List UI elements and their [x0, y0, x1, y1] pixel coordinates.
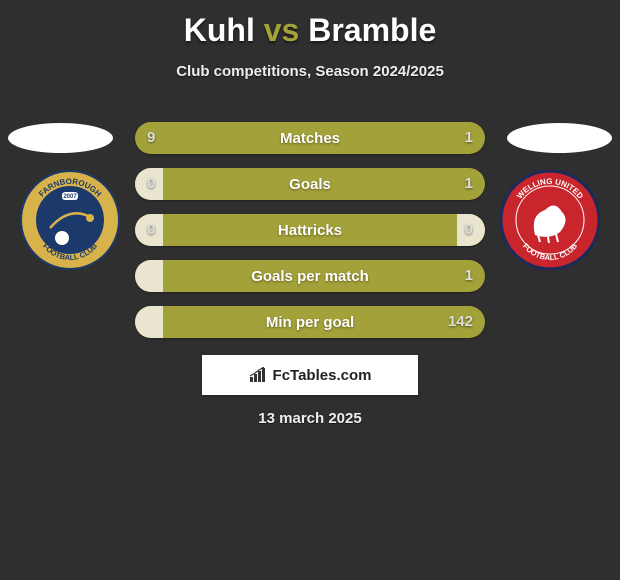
stat-value-left: 9: [147, 122, 155, 154]
welling-crest-icon: WELLING UNITED FOOTBALL CLUB: [500, 170, 600, 270]
vs-label: vs: [264, 12, 300, 48]
player1-club-crest: 2007 FARNBOROUGH FOOTBALL CLUB: [20, 170, 120, 270]
stat-fill-left: [135, 260, 163, 292]
logo-text: FcTables.com: [273, 367, 372, 384]
player1-name: Kuhl: [184, 12, 255, 48]
farnborough-crest-icon: 2007 FARNBOROUGH FOOTBALL CLUB: [20, 170, 120, 270]
stat-value-right: 1: [465, 168, 473, 200]
stat-row-min-per-goal: 142 Min per goal: [135, 306, 485, 338]
stat-label: Matches: [280, 130, 340, 147]
stat-value-right: 142: [448, 306, 473, 338]
stat-row-goals: 0 1 Goals: [135, 168, 485, 200]
svg-text:2007: 2007: [63, 194, 77, 200]
stat-value-left: 0: [147, 168, 155, 200]
comparison-title: Kuhl vs Bramble: [0, 0, 620, 49]
stat-row-goals-per-match: 1 Goals per match: [135, 260, 485, 292]
player2-name: Bramble: [308, 12, 436, 48]
player2-photo-placeholder: [507, 123, 612, 153]
stats-container: 9 1 Matches 0 1 Goals 0 0 Hattricks 1 Goals per ma…: [135, 122, 485, 352]
fctables-logo[interactable]: FcTables.com: [202, 355, 418, 395]
stat-label: Min per goal: [266, 314, 354, 331]
stat-value-left: 0: [147, 214, 155, 246]
stat-value-right: 0: [465, 214, 473, 246]
stat-row-hattricks: 0 0 Hattricks: [135, 214, 485, 246]
stat-label: Goals per match: [251, 268, 369, 285]
chart-icon: [249, 367, 269, 383]
stat-label: Goals: [289, 176, 331, 193]
subtitle: Club competitions, Season 2024/2025: [0, 63, 620, 80]
stat-label: Hattricks: [278, 222, 342, 239]
player2-club-crest: WELLING UNITED FOOTBALL CLUB: [500, 170, 600, 270]
stat-fill-left: [135, 306, 163, 338]
date-text: 13 march 2025: [0, 410, 620, 427]
player1-photo-placeholder: [8, 123, 113, 153]
stat-value-right: 1: [465, 260, 473, 292]
stat-row-matches: 9 1 Matches: [135, 122, 485, 154]
stat-value-right: 1: [465, 122, 473, 154]
